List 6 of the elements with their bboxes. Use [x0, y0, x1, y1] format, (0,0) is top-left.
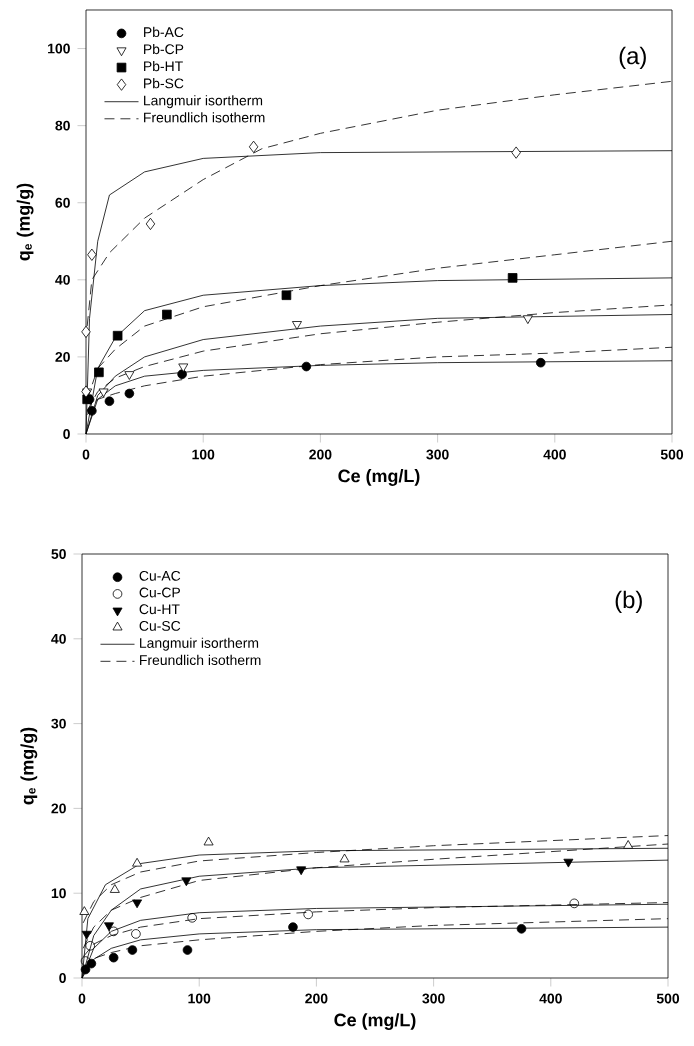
annotation: (a)	[619, 46, 646, 69]
y-axis-title: q$_{e}$ (mg/g)	[20, 727, 38, 805]
annotation: (b)	[615, 590, 642, 613]
y-axis-title: q$_{e}$ (mg/g)	[16, 183, 34, 261]
x-axis-title: Ce (mg/L)	[338, 469, 420, 486]
x-axis-title: Ce (mg/L)	[334, 1013, 416, 1030]
